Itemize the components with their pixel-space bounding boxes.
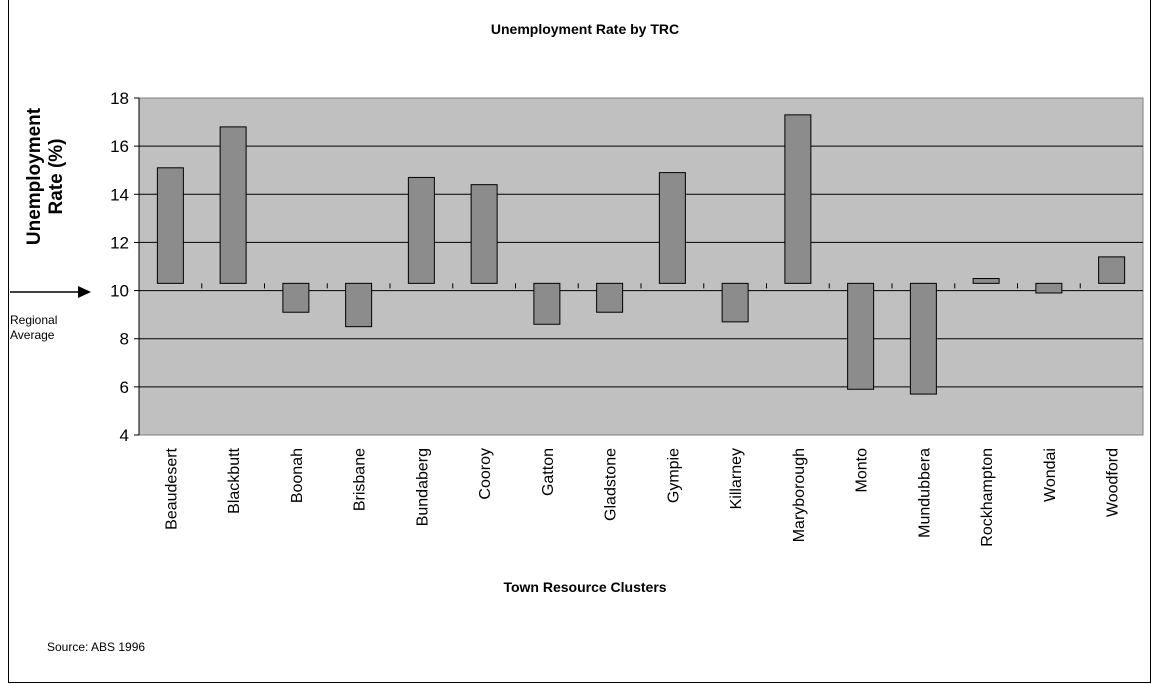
baseline-tick-marks	[201, 283, 1081, 289]
y-axis-label-line: Unemployment	[24, 107, 45, 245]
x-tick-label: Maryborough	[791, 448, 808, 542]
bar	[596, 282, 624, 313]
bar	[407, 176, 435, 284]
bar	[1035, 282, 1063, 294]
x-tick-label: Gatton	[540, 448, 557, 496]
bar	[282, 282, 310, 313]
bar	[470, 184, 498, 284]
bar	[972, 278, 1000, 284]
plot-area	[138, 97, 1144, 436]
y-tick-label: 6	[120, 378, 129, 397]
x-axis-tick-labels: Beaudesert Blackbutt Boonah Brisbane Bundabe…	[163, 447, 1121, 546]
x-tick-label: Wondai	[1042, 448, 1059, 502]
x-tick-label: Boonah	[289, 448, 306, 503]
annotation-line: Average	[10, 328, 55, 342]
x-axis-label: Town Resource Clusters	[503, 579, 666, 595]
source-note: Source: ABS 1996	[47, 640, 145, 654]
bar	[219, 126, 247, 284]
bar	[156, 167, 184, 284]
x-tick-label: Rockhampton	[979, 448, 996, 547]
y-tick-label: 8	[120, 330, 129, 349]
bar	[909, 282, 937, 395]
bar	[1098, 256, 1126, 284]
x-tick-label: Blackbutt	[226, 447, 243, 513]
y-axis-label-line: Rate (%)	[46, 138, 67, 214]
bar	[721, 282, 749, 323]
y-tick-label: 12	[110, 233, 129, 252]
x-tick-label: Cooroy	[477, 448, 494, 500]
bar	[345, 282, 373, 328]
y-tick-label: 10	[110, 282, 129, 301]
bar	[847, 282, 875, 390]
bar	[784, 114, 812, 284]
y-tick-label: 16	[110, 137, 129, 156]
bar	[658, 172, 686, 284]
x-tick-label: Gladstone	[603, 448, 620, 521]
bar	[533, 282, 561, 325]
y-tick-label: 14	[110, 185, 129, 204]
annotation-line: Regional	[10, 313, 57, 327]
x-tick-label: Bundaberg	[414, 448, 431, 526]
regional-average-arrowhead	[78, 286, 91, 298]
x-tick-label: Killarney	[728, 448, 745, 509]
y-tick-label: 18	[110, 89, 129, 108]
x-tick-label: Woodford	[1105, 448, 1122, 517]
y-tick-label: 4	[120, 426, 129, 445]
x-tick-label: Brisbane	[352, 448, 369, 511]
x-tick-label: Beaudesert	[163, 447, 180, 529]
x-tick-label: Mundubbera	[916, 448, 933, 538]
chart-title: Unemployment Rate by TRC	[491, 21, 679, 37]
y-axis: 4 6 8 10 12 14 16 18	[110, 89, 140, 445]
bar-series	[156, 114, 1126, 395]
x-tick-label: Gympie	[665, 448, 682, 503]
y-axis-label: Unemployment Rate (%)	[24, 107, 67, 245]
x-tick-label: Monto	[854, 448, 871, 493]
